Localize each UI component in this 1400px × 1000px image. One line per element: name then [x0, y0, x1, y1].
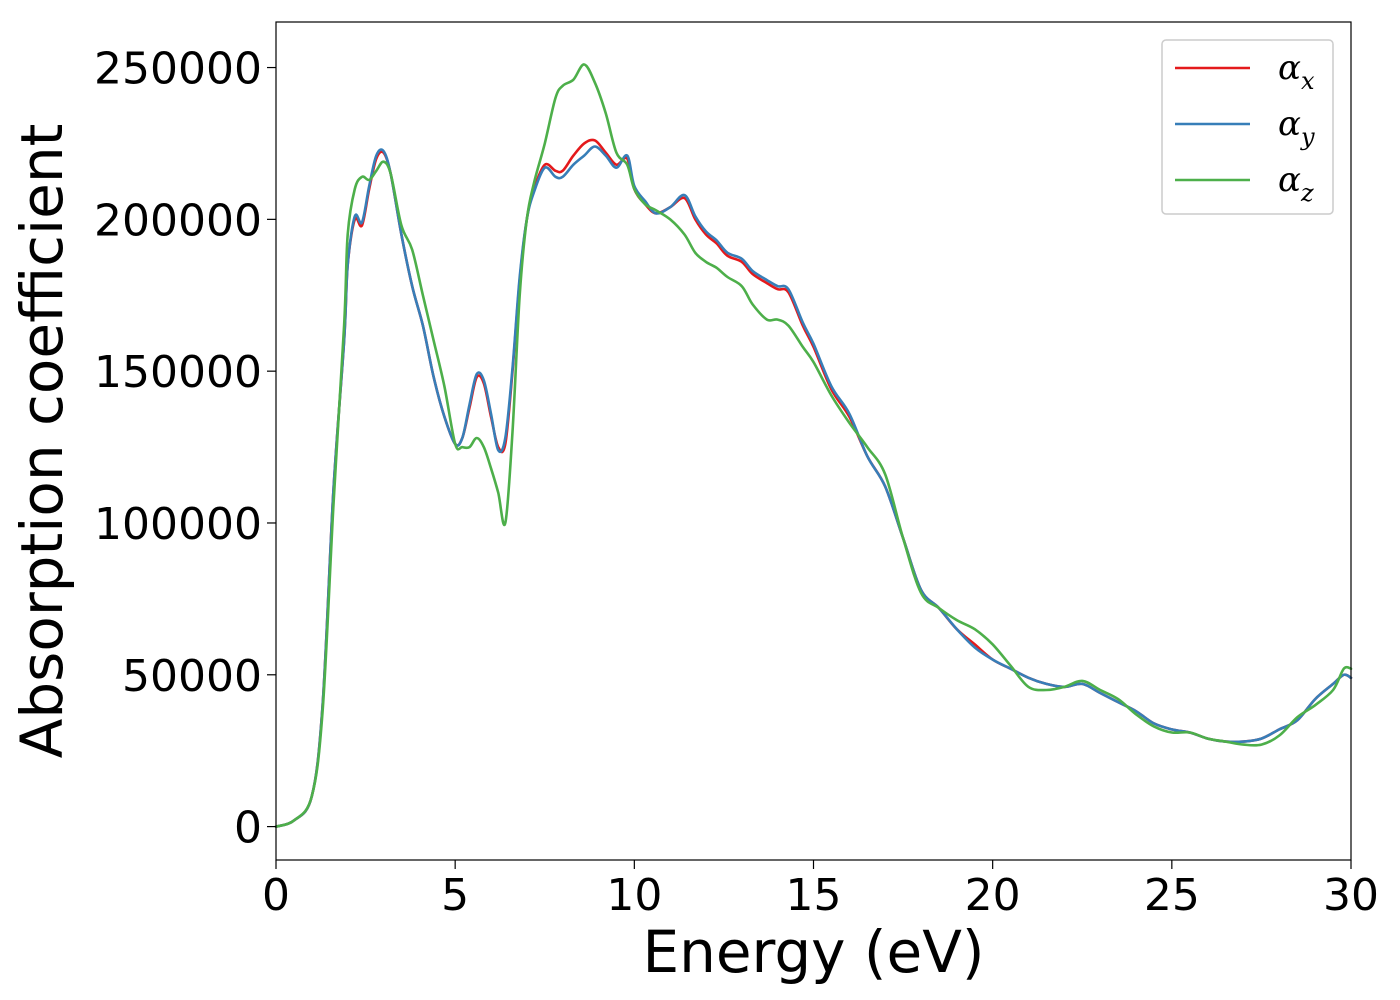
x-axis: 0 5 10 15 20 25 30 [262, 860, 1379, 921]
series-line-alpha-z [274, 63, 1353, 828]
x-axis-title: Energy (eV) [642, 918, 984, 986]
y-tick-label: 150000 [94, 347, 262, 398]
x-tick-label: 20 [965, 870, 1021, 921]
x-tick-label: 30 [1323, 870, 1379, 921]
series-line-alpha-y [274, 145, 1353, 828]
x-tick-label: 5 [441, 870, 469, 921]
y-tick-label: 200000 [94, 195, 262, 246]
y-axis-title: Absorption coefficient [8, 124, 76, 759]
x-tick-label: 0 [262, 870, 290, 921]
y-tick-label: 50000 [122, 651, 262, 702]
legend-label-alpha-z: αz [1278, 160, 1314, 207]
y-tick-label: 0 [234, 803, 262, 854]
legend-label-alpha-x: αx [1278, 48, 1315, 95]
legend-label-alpha-y: αy [1278, 104, 1315, 151]
y-tick-label: 100000 [94, 499, 262, 550]
series-layer [274, 63, 1353, 828]
legend: αx αy αz [1161, 39, 1334, 215]
x-tick-label: 10 [606, 870, 662, 921]
legend-box [1161, 39, 1334, 215]
y-tick-label: 250000 [94, 44, 262, 95]
x-tick-label: 15 [786, 870, 842, 921]
y-axis: 0 50000 100000 150000 200000 250000 [94, 44, 276, 854]
x-tick-label: 25 [1144, 870, 1200, 921]
